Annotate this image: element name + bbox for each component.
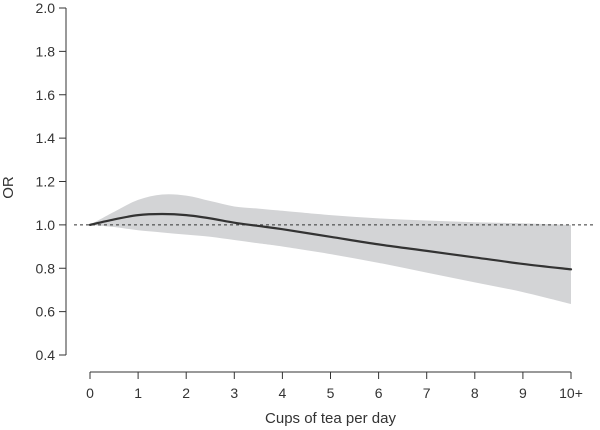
x-tick-label: 4 (279, 385, 287, 401)
x-axis-title: Cups of tea per day (265, 410, 396, 427)
y-tick-label: 1.6 (36, 87, 56, 103)
y-tick-label: 1.0 (36, 217, 56, 233)
x-tick-label: 9 (519, 385, 527, 401)
y-tick-label: 2.0 (36, 0, 56, 16)
x-tick-label: 3 (230, 385, 238, 401)
y-tick-label: 1.4 (36, 130, 56, 146)
x-tick-label: 6 (375, 385, 383, 401)
y-tick-label: 1.2 (36, 174, 56, 190)
x-tick-label: 7 (423, 385, 431, 401)
x-tick-label: 8 (471, 385, 479, 401)
y-tick-label: 0.4 (36, 347, 56, 363)
x-tick-label: 0 (86, 385, 94, 401)
y-axis-title: OR (0, 176, 17, 199)
series-line-0 (88, 212, 573, 271)
y-tick-label: 1.8 (36, 43, 56, 59)
x-tick-label: 1 (134, 385, 142, 401)
y-tick-label: 0.8 (36, 260, 56, 276)
x-tick-label: 10+ (559, 385, 583, 401)
x-tick-label: 2 (182, 385, 190, 401)
y-tick-label: 0.6 (36, 304, 56, 320)
confidence-band (90, 194, 571, 305)
x-tick-label: 5 (327, 385, 335, 401)
